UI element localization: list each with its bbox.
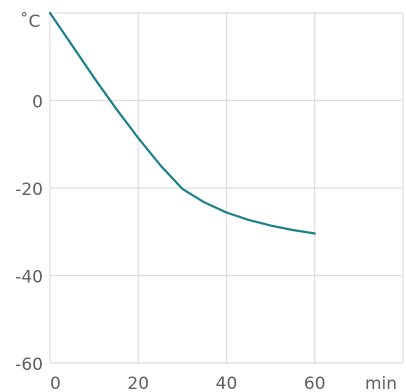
x-tick-label: 60 [304,374,326,392]
y-tick-label: -40 [15,268,43,288]
x-tick-label: 20 [127,374,149,392]
series-layer [48,11,316,235]
y-tick-label: 0 [32,93,43,113]
grid [49,12,404,364]
temperature-series-line [48,11,316,235]
y-axis-unit: ˚C [20,11,40,32]
y-tick-labels: 0 -20 -40 -60 [15,93,43,376]
x-tick-label: 0 [50,374,61,392]
y-tick-label: -20 [15,180,43,200]
y-tick-label: -60 [15,355,43,375]
x-tick-labels: 0 20 40 60 [50,374,326,392]
x-tick-label: 40 [216,374,238,392]
x-axis-unit: min [365,374,397,392]
